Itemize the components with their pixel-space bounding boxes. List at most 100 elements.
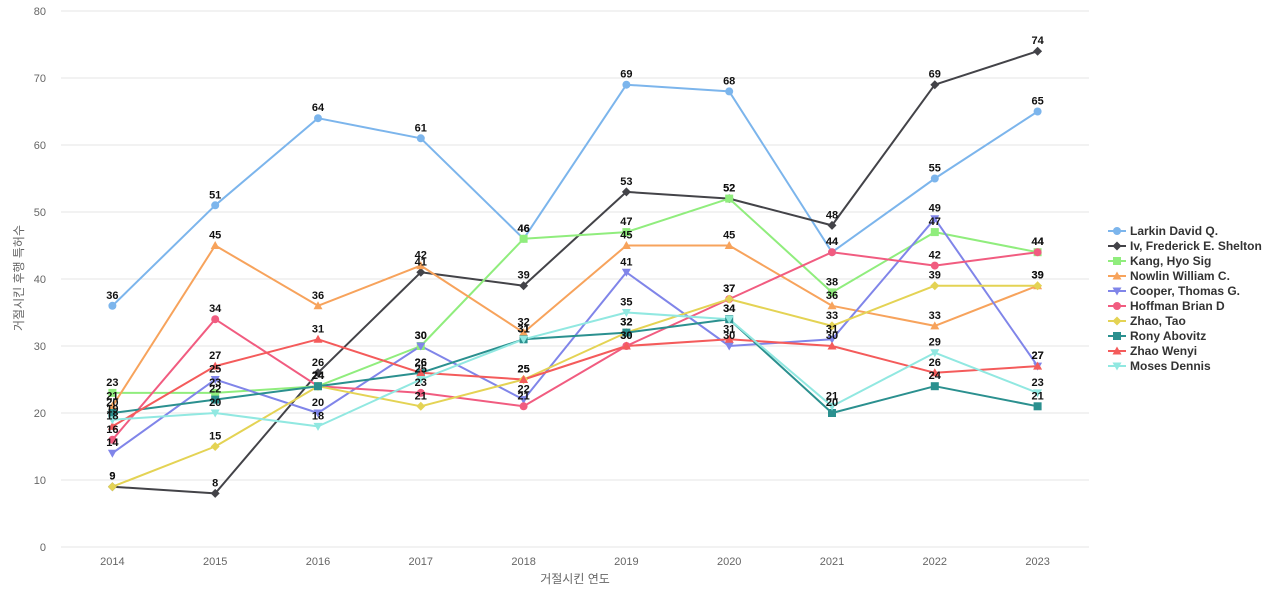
data-point[interactable] — [930, 80, 940, 90]
data-point[interactable] — [416, 368, 426, 377]
data-point[interactable] — [210, 409, 220, 418]
data-point[interactable] — [416, 388, 425, 397]
data-point[interactable] — [210, 361, 220, 370]
data-point[interactable] — [108, 388, 117, 397]
data-point[interactable] — [828, 288, 836, 297]
data-point[interactable] — [313, 422, 323, 431]
data-point[interactable] — [210, 488, 220, 498]
data-point[interactable] — [107, 421, 117, 430]
legend-item[interactable]: Larkin David Q. — [1108, 224, 1218, 238]
data-point[interactable] — [416, 267, 426, 277]
data-point[interactable] — [519, 375, 529, 383]
data-point[interactable] — [314, 114, 322, 123]
data-point[interactable] — [107, 416, 117, 425]
data-point[interactable] — [211, 388, 220, 397]
data-point[interactable] — [1033, 402, 1042, 411]
legend-item[interactable]: Hoffman Brian D — [1108, 299, 1225, 313]
data-point[interactable] — [107, 449, 117, 458]
data-point[interactable] — [108, 435, 117, 444]
data-point[interactable] — [827, 335, 837, 344]
series-line[interactable] — [111, 83, 1039, 307]
data-point[interactable] — [416, 342, 426, 351]
legend-item[interactable]: Nowlin William C. — [1108, 269, 1230, 283]
data-point[interactable] — [313, 409, 323, 418]
legend-item[interactable]: Zhao, Tao — [1108, 314, 1186, 328]
data-point[interactable] — [519, 234, 528, 243]
data-point[interactable] — [210, 241, 220, 249]
data-point[interactable] — [621, 309, 631, 317]
data-point[interactable] — [107, 401, 117, 410]
legend-item[interactable]: Rony Abovitz — [1108, 329, 1206, 343]
series-line[interactable] — [112, 197, 1038, 394]
data-point[interactable] — [725, 87, 734, 96]
series-line[interactable] — [112, 311, 1038, 428]
data-point[interactable] — [416, 376, 426, 384]
data-point[interactable] — [621, 268, 631, 277]
data-point[interactable] — [313, 368, 323, 378]
data-point[interactable] — [211, 201, 220, 210]
data-point[interactable] — [930, 349, 940, 358]
data-point[interactable] — [416, 401, 426, 411]
data-point[interactable] — [210, 376, 220, 384]
data-point[interactable] — [108, 409, 117, 417]
legend-item[interactable]: Moses Dennis — [1108, 359, 1211, 373]
data-point[interactable] — [313, 301, 323, 310]
data-point[interactable] — [724, 334, 734, 343]
data-point[interactable] — [827, 402, 837, 411]
data-point[interactable] — [313, 334, 323, 343]
data-point[interactable] — [724, 315, 734, 324]
data-point[interactable] — [725, 194, 734, 203]
data-point[interactable] — [621, 341, 631, 350]
data-point[interactable] — [519, 396, 529, 405]
data-point[interactable] — [416, 261, 426, 270]
data-point[interactable] — [724, 342, 734, 351]
data-point[interactable] — [930, 228, 939, 237]
data-point[interactable] — [108, 301, 117, 310]
data-point[interactable] — [211, 395, 220, 404]
data-point[interactable] — [1033, 248, 1042, 257]
data-point[interactable] — [930, 382, 939, 391]
data-point[interactable] — [1033, 361, 1043, 370]
data-point[interactable] — [1033, 107, 1042, 116]
data-point[interactable] — [724, 294, 734, 304]
data-point[interactable] — [827, 301, 837, 310]
data-point[interactable] — [1033, 46, 1043, 56]
data-point[interactable] — [828, 248, 836, 257]
data-point[interactable] — [519, 335, 529, 344]
data-point[interactable] — [930, 174, 939, 183]
series-line[interactable] — [112, 284, 1038, 488]
data-point[interactable] — [828, 409, 836, 417]
data-point[interactable] — [930, 368, 940, 377]
data-point[interactable] — [519, 281, 529, 291]
data-point[interactable] — [211, 315, 220, 324]
data-point[interactable] — [724, 241, 734, 249]
data-point[interactable] — [1033, 281, 1043, 291]
legend-item[interactable]: Kang, Hyo Sig — [1108, 254, 1211, 268]
data-point[interactable] — [210, 442, 220, 451]
data-point[interactable] — [930, 261, 939, 270]
data-point[interactable] — [930, 281, 940, 291]
legend-item[interactable]: Zhao Wenyi — [1108, 344, 1197, 358]
data-point[interactable] — [930, 215, 940, 224]
legend-item[interactable]: Iv, Frederick E. Shelton — [1108, 239, 1262, 253]
data-point[interactable] — [622, 328, 631, 337]
data-point[interactable] — [519, 328, 529, 337]
data-point[interactable] — [621, 187, 631, 197]
data-point[interactable] — [622, 80, 631, 89]
data-point[interactable] — [314, 382, 322, 391]
series-line[interactable] — [112, 318, 1038, 414]
data-point[interactable] — [416, 134, 425, 143]
data-point[interactable] — [107, 482, 117, 492]
data-point[interactable] — [827, 220, 837, 230]
data-point[interactable] — [827, 341, 837, 350]
data-point[interactable] — [621, 241, 631, 249]
data-point[interactable] — [519, 402, 528, 411]
series-line[interactable] — [111, 338, 1038, 428]
data-point[interactable] — [827, 321, 837, 331]
series-line[interactable] — [111, 244, 1038, 407]
legend-item[interactable]: Cooper, Thomas G. — [1108, 284, 1240, 298]
series-line[interactable] — [112, 50, 1038, 495]
data-point[interactable] — [622, 228, 631, 237]
data-point[interactable] — [930, 321, 940, 330]
data-point[interactable] — [1033, 389, 1043, 398]
